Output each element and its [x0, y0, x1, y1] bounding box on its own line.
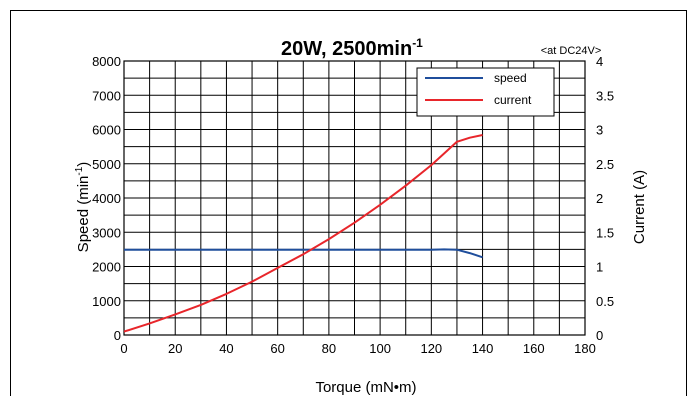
- x-tick-label: 20: [168, 341, 182, 356]
- y-left-tick-label: 6000: [92, 123, 121, 138]
- x-tick-label: 180: [574, 341, 596, 356]
- y-axis-right-label: Current (A): [631, 170, 648, 244]
- series-line-current: [123, 134, 483, 333]
- x-axis-label: Torque (mN•m): [315, 379, 416, 396]
- tick-labels: 0 20 40 60 80 100 120 140 160 1800100020003000400…: [92, 54, 614, 356]
- x-tick-label: 60: [270, 341, 284, 356]
- legend-label-current: current: [494, 93, 532, 107]
- y-right-tick-label: 2.5: [596, 157, 614, 172]
- y-right-tick-label: 0: [596, 328, 603, 343]
- y-left-tick-label: 8000: [92, 54, 121, 69]
- y-left-tick-label: 4000: [92, 191, 121, 206]
- voltage-note: <at DC24V>: [541, 45, 602, 57]
- y-right-tick-label: 0.5: [596, 294, 614, 309]
- y-left-tick-label: 0: [114, 328, 121, 343]
- y-axis-left-label: Speed (min-1): [74, 162, 92, 253]
- y-right-tick-label: 1.5: [596, 225, 614, 240]
- x-tick-label: 80: [322, 341, 336, 356]
- x-tick-label: 140: [472, 341, 494, 356]
- x-tick-label: 100: [369, 341, 391, 356]
- legend-label-speed: speed: [494, 71, 527, 85]
- x-tick-label: 120: [420, 341, 442, 356]
- y-left-tick-label: 7000: [92, 88, 121, 103]
- y-left-tick-label: 1000: [92, 294, 121, 309]
- y-left-tick-label: 3000: [92, 225, 121, 240]
- y-right-tick-label: 3: [596, 123, 603, 138]
- chart-title: 20W, 2500min-1: [281, 36, 423, 60]
- series-layer: [123, 134, 483, 333]
- y-right-tick-label: 1: [596, 260, 603, 275]
- x-tick-label: 160: [523, 341, 545, 356]
- legend: speed current: [416, 67, 555, 117]
- legend-box: [416, 67, 555, 117]
- x-tick-label: 0: [120, 341, 127, 356]
- y-left-tick-label: 5000: [92, 157, 121, 172]
- y-right-tick-label: 2: [596, 191, 603, 206]
- y-left-tick-label: 2000: [92, 260, 121, 275]
- series-line-speed: [124, 248, 483, 259]
- y-right-tick-label: 3.5: [596, 88, 614, 103]
- chart-frame: 0 20 40 60 80 100 120 140 160 180 0 1000 2000 3000 400…: [10, 10, 687, 396]
- chart: 0 20 40 60 80 100 120 140 160 1800100020003000400…: [74, 36, 648, 396]
- x-tick-label: 40: [219, 341, 233, 356]
- plot-area-border: [123, 60, 586, 336]
- y-right-tick-label: 4: [596, 54, 603, 69]
